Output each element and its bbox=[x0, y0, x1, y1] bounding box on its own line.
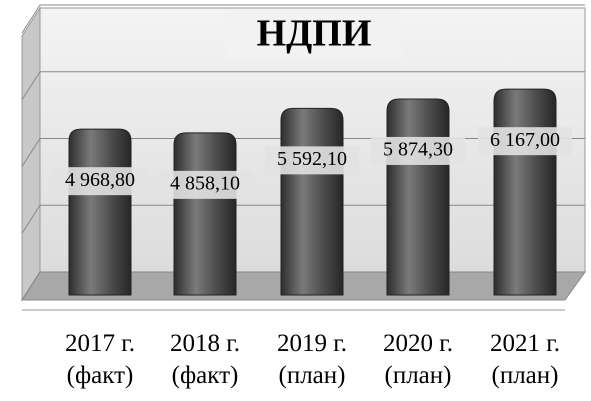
bar bbox=[68, 128, 132, 296]
bar bbox=[173, 132, 237, 296]
value-label: 4 968,80 bbox=[65, 169, 135, 191]
bar bbox=[493, 88, 557, 296]
bar bbox=[280, 107, 344, 296]
value-label-box bbox=[371, 136, 465, 165]
value-label-box bbox=[265, 146, 359, 175]
grid-line bbox=[21, 4, 585, 34]
x-tick-label: 2017 г. (факт) bbox=[65, 330, 135, 389]
value-label-box bbox=[53, 167, 147, 196]
x-tick-label: 2020 г. (план) bbox=[383, 330, 453, 389]
x-tick-label: 2018 г. (факт) bbox=[170, 330, 240, 389]
value-label: 5 874,30 bbox=[383, 139, 453, 161]
value-label-box bbox=[158, 170, 252, 199]
chart-title: НДПИ bbox=[257, 13, 372, 55]
value-label: 5 592,10 bbox=[277, 148, 347, 170]
value-label: 4 858,10 bbox=[170, 172, 240, 194]
value-label: 6 167,00 bbox=[490, 129, 560, 151]
x-tick-label: 2019 г. (план) bbox=[277, 330, 347, 389]
value-label-box bbox=[478, 127, 572, 156]
bar bbox=[386, 98, 450, 296]
grid-line bbox=[21, 71, 585, 101]
side-wall bbox=[21, 6, 41, 302]
x-tick-label: 2021 г. (план) bbox=[490, 330, 560, 389]
title-box bbox=[226, 12, 402, 60]
